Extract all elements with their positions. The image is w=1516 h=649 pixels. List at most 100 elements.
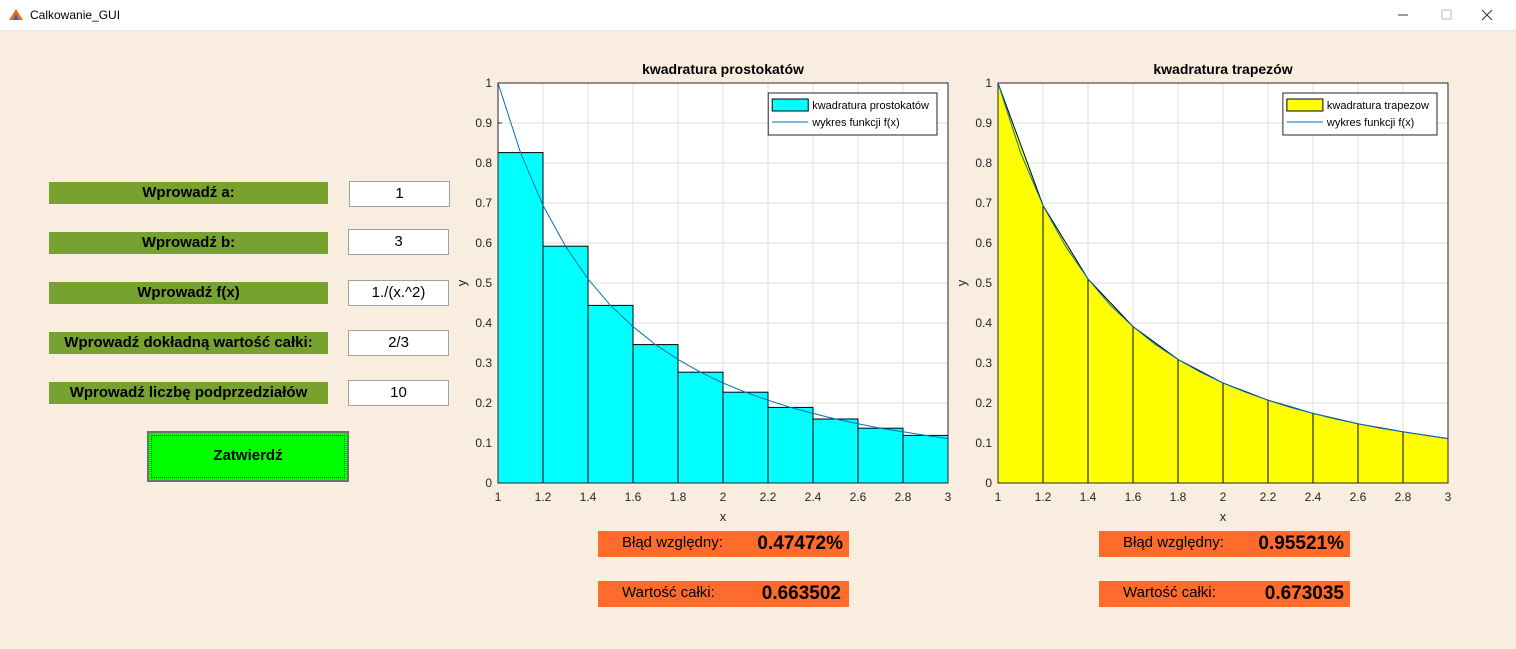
- x-tick-label: 2: [720, 490, 727, 504]
- x-tick-label: 1.8: [1170, 490, 1187, 504]
- bar: [677, 371, 724, 484]
- chart: 1 1.2 1.4 1.6 1.8 2 2.2 2.4 2.6 2.8 3 0 0.1 0.2 0.3 0.4…: [954, 61, 1452, 524]
- y-tick-label: 0: [985, 476, 992, 490]
- y-tick-label: 0.5: [475, 276, 492, 290]
- bar: [812, 418, 859, 484]
- x-tick-label: 2.6: [1350, 490, 1367, 504]
- bar: [767, 406, 814, 484]
- y-tick-label: 0.6: [975, 236, 992, 250]
- legend: kwadratura prostokatów wykres funkcji f(x…: [767, 92, 938, 136]
- y-tick-label: 0.7: [975, 196, 992, 210]
- window-title: Calkowanie_GUI: [30, 8, 121, 22]
- legend-label: kwadratura trapezow: [1327, 100, 1429, 112]
- y-tick-label: 0.3: [975, 356, 992, 370]
- y-tick-label: 1: [485, 76, 492, 90]
- axes-box: [497, 82, 949, 484]
- x-tick-label: 1: [995, 490, 1002, 504]
- result-label: Błąd względny:: [622, 534, 723, 551]
- y-tick-label: 0.6: [475, 236, 492, 250]
- submit-button[interactable]: Zatwierdź: [147, 431, 349, 482]
- x-tick-label: 2.4: [1305, 490, 1322, 504]
- trapezoid: [1267, 399, 1314, 484]
- window-controls[interactable]: [1380, 0, 1516, 30]
- bar: [542, 245, 589, 484]
- x-tick-label: 1.4: [580, 490, 597, 504]
- axes-box: [997, 82, 1449, 484]
- x-tick-label: 1.6: [1125, 490, 1142, 504]
- y-tick-label: 0.4: [975, 316, 992, 330]
- result-label: Błąd względny:: [1123, 534, 1224, 551]
- y-tick-label: 0.2: [475, 396, 492, 410]
- field-label: Wprowadź a:: [49, 182, 328, 204]
- text-input[interactable]: 2/3: [348, 330, 449, 356]
- x-tick-label: 1.8: [670, 490, 687, 504]
- x-tick-label: 1.2: [535, 490, 552, 504]
- result-box: Błąd względny: 0.47472%: [598, 531, 849, 557]
- y-tick-label: 0.1: [975, 436, 992, 450]
- trapezoid: [1357, 423, 1404, 484]
- x-tick-label: 2.8: [895, 490, 912, 504]
- x-tick-label: 2.2: [1260, 490, 1277, 504]
- field-label: Wprowadź b:: [49, 232, 328, 254]
- bar: [857, 427, 904, 484]
- y-tick-label: 0.3: [475, 356, 492, 370]
- charts: 1 1.2 1.4 1.6 1.8 2 2.2 2.4 2.6 2.8 3 0 0.1 0.2 0.3 0.4…: [454, 61, 1452, 524]
- x-tick-label: 1: [495, 490, 502, 504]
- y-tick-label: 0: [485, 476, 492, 490]
- title-bar: Calkowanie_GUI: [0, 0, 1516, 31]
- x-tick-label: 1.6: [625, 490, 642, 504]
- x-tick-label: 2.4: [805, 490, 822, 504]
- y-tick-label: 0.8: [475, 156, 492, 170]
- bar: [632, 344, 679, 484]
- function-line: [497, 82, 949, 440]
- y-tick-label: 0.7: [475, 196, 492, 210]
- x-tick-label: 3: [945, 490, 952, 504]
- result-value: 0.663502: [761, 583, 841, 604]
- chart-title: kwadratura trapezów: [1153, 61, 1292, 77]
- x-tick-label: 3: [1445, 490, 1452, 504]
- field-label: Wprowadź liczbę podprzedziałów: [49, 382, 328, 404]
- x-tick-label: 1.2: [1035, 490, 1052, 504]
- app-icon: [9, 9, 23, 20]
- y-tick-label: 0.9: [975, 116, 992, 130]
- y-tick-label: 0.5: [975, 276, 992, 290]
- trapezoid: [1402, 431, 1449, 484]
- text-input[interactable]: 3: [348, 229, 449, 255]
- text-input[interactable]: 1: [349, 181, 450, 207]
- legend-swatch: [1286, 98, 1324, 112]
- x-tick-label: 2.8: [1395, 490, 1412, 504]
- legend-label: wykres funkcji f(x): [811, 117, 899, 129]
- x-tick-label: 1.4: [1080, 490, 1097, 504]
- x-tick-label: 2.6: [850, 490, 867, 504]
- y-tick-label: 0.1: [475, 436, 492, 450]
- bar: [722, 391, 769, 484]
- bar: [587, 304, 634, 484]
- legend-swatch: [771, 98, 809, 112]
- trapezoid: [1312, 412, 1359, 484]
- chart-title: kwadratura prostokatów: [642, 61, 804, 77]
- x-axis-label: x: [1220, 509, 1227, 524]
- result-box: Wartość całki: 0.673035: [1099, 581, 1350, 607]
- result-label: Wartość całki:: [1123, 584, 1216, 601]
- y-tick-label: 0.9: [475, 116, 492, 130]
- legend: kwadratura trapezow wykres funkcji f(x): [1282, 92, 1438, 136]
- result-box: Błąd względny: 0.95521%: [1099, 531, 1350, 557]
- legend-label: wykres funkcji f(x): [1326, 117, 1414, 129]
- field-label: Wprowadź f(x): [49, 282, 328, 304]
- legend-label: kwadratura prostokatów: [812, 100, 929, 112]
- y-tick-label: 1: [985, 76, 992, 90]
- result-box: Wartość całki: 0.663502: [598, 581, 849, 607]
- x-tick-label: 2.2: [760, 490, 777, 504]
- y-tick-label: 0.8: [975, 156, 992, 170]
- y-axis-label: y: [454, 279, 469, 286]
- x-tick-label: 2: [1220, 490, 1227, 504]
- result-value: 0.673035: [1264, 583, 1344, 604]
- result-value: 0.47472%: [757, 533, 843, 554]
- text-input[interactable]: 10: [348, 380, 449, 406]
- y-tick-label: 0.4: [475, 316, 492, 330]
- text-input[interactable]: 1./(x.^2): [348, 280, 449, 306]
- bar: [497, 152, 544, 484]
- result-label: Wartość całki:: [622, 584, 715, 601]
- function-line: [997, 82, 1449, 440]
